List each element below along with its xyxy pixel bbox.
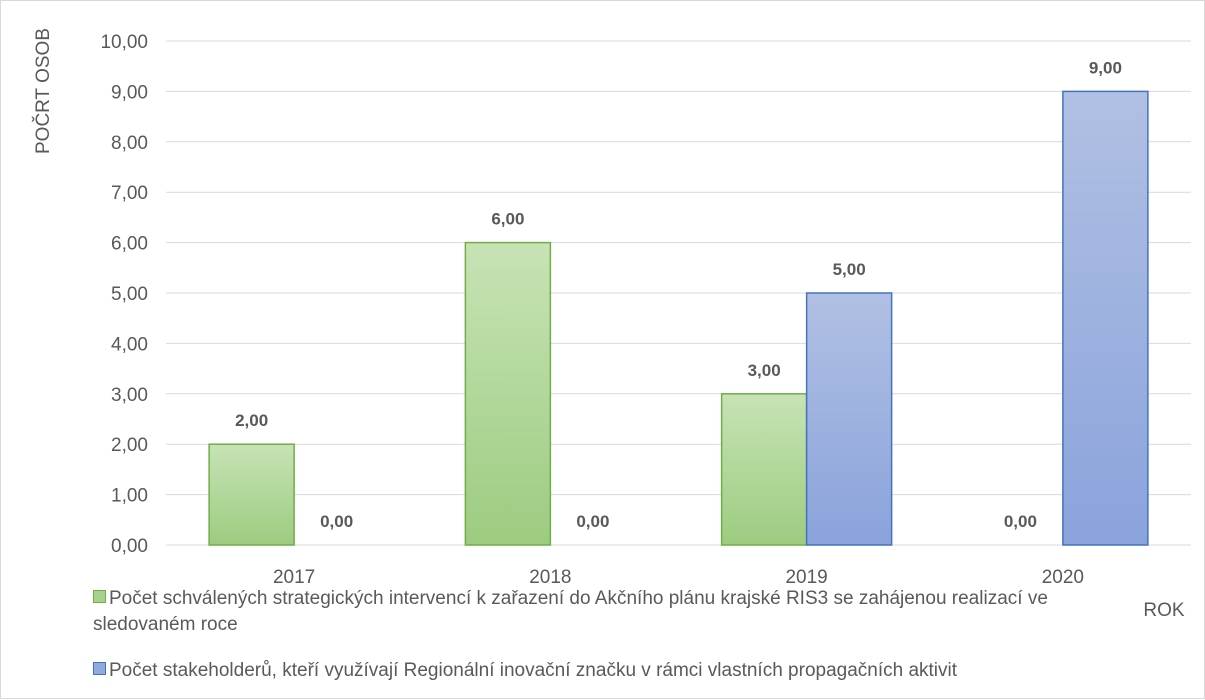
data-label: 3,00 [748, 361, 781, 380]
data-label: 6,00 [491, 210, 524, 229]
y-tick-label: 6,00 [111, 234, 148, 255]
data-label: 0,00 [320, 512, 353, 531]
legend-label-interventions: Počet schválených strategických interven… [93, 588, 1048, 635]
y-tick-label: 2,00 [111, 435, 148, 456]
data-label: 0,00 [576, 512, 609, 531]
bar-series-1 [722, 394, 807, 545]
bars [209, 91, 1148, 545]
y-axis-ticks: 0,00 1,00 2,00 3,00 4,00 5,00 6,00 7,00 8,00 9,00… [100, 32, 148, 557]
x-axis-title: ROK [1143, 600, 1185, 621]
legend-label-stakeholders: Počet stakeholderů, kteří využívají Regi… [109, 660, 957, 681]
data-label: 5,00 [833, 260, 866, 279]
y-tick-label: 9,00 [111, 82, 148, 103]
legend-item-interventions: Počet schválených strategických interven… [93, 586, 1093, 638]
legend-swatch-green [93, 590, 106, 603]
bar-series-2 [1063, 91, 1148, 545]
gridlines [166, 41, 1191, 545]
bar-series-1 [209, 444, 294, 545]
bar-series-1 [465, 243, 550, 545]
data-label: 2,00 [235, 411, 268, 430]
y-tick-label: 3,00 [111, 385, 148, 406]
x-tick-label: 2018 [529, 567, 571, 588]
y-tick-label: 1,00 [111, 486, 148, 507]
y-tick-label: 10,00 [100, 32, 148, 53]
legend-item-stakeholders: Počet stakeholderů, kteří využívají Regi… [93, 658, 957, 684]
y-tick-label: 0,00 [111, 536, 148, 557]
y-tick-label: 7,00 [111, 183, 148, 204]
x-tick-label: 2019 [785, 567, 827, 588]
bar-series-2 [807, 293, 892, 545]
data-labels: 2,00 0,00 6,00 0,00 3,00 5,00 0,00 9,00 [235, 58, 1122, 531]
data-label: 9,00 [1089, 58, 1122, 77]
data-label: 0,00 [1004, 512, 1037, 531]
y-axis-title: POČRT OSOB [32, 28, 54, 154]
y-tick-label: 4,00 [111, 334, 148, 355]
y-tick-label: 8,00 [111, 133, 148, 154]
x-tick-label: 2020 [1042, 567, 1084, 588]
x-tick-label: 2017 [273, 567, 315, 588]
legend-swatch-blue [93, 662, 106, 675]
y-tick-label: 5,00 [111, 284, 148, 305]
x-axis-ticks: 2017 2018 2019 2020 [273, 567, 1084, 588]
